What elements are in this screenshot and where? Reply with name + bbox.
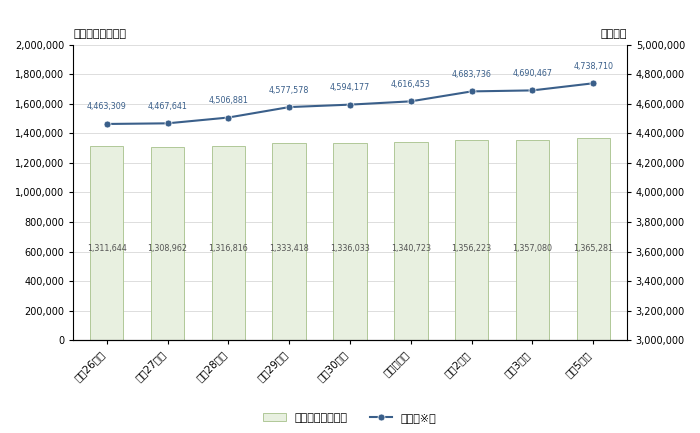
総額（※） bbox=[589, 81, 598, 86]
Text: 4,594,177: 4,594,177 bbox=[330, 83, 370, 92]
総額（※） bbox=[163, 121, 172, 126]
Text: 総額：円: 総額：円 bbox=[600, 29, 626, 39]
Text: 4,506,881: 4,506,881 bbox=[209, 96, 248, 105]
Text: 1,311,644: 1,311,644 bbox=[87, 244, 127, 253]
Bar bbox=[333, 143, 367, 340]
Text: 4,690,467: 4,690,467 bbox=[512, 69, 552, 78]
Bar bbox=[272, 143, 306, 340]
総額（※） bbox=[346, 102, 354, 107]
総額（※） bbox=[224, 115, 232, 120]
Text: 1,316,816: 1,316,816 bbox=[209, 244, 248, 253]
Bar bbox=[394, 142, 428, 340]
Legend: 初年度学生納付金, 総額（※）: 初年度学生納付金, 総額（※） bbox=[259, 409, 441, 427]
Text: 4,616,453: 4,616,453 bbox=[391, 80, 430, 89]
Bar bbox=[516, 140, 550, 340]
Text: 1,336,033: 1,336,033 bbox=[330, 244, 370, 253]
Text: 1,365,281: 1,365,281 bbox=[573, 244, 613, 253]
総額（※） bbox=[285, 104, 293, 110]
Text: 4,463,309: 4,463,309 bbox=[87, 103, 127, 111]
Bar bbox=[211, 145, 245, 340]
Text: 4,577,578: 4,577,578 bbox=[269, 86, 309, 94]
Text: 初年度納入額：円: 初年度納入額：円 bbox=[74, 29, 126, 39]
Text: 4,738,710: 4,738,710 bbox=[573, 62, 613, 71]
Line: 総額（※）: 総額（※） bbox=[104, 80, 596, 127]
総額（※） bbox=[528, 88, 537, 93]
総額（※） bbox=[468, 89, 476, 94]
Bar bbox=[455, 140, 489, 340]
Bar bbox=[90, 146, 123, 340]
Text: 1,308,962: 1,308,962 bbox=[148, 244, 188, 253]
Text: 1,333,418: 1,333,418 bbox=[270, 244, 309, 253]
Text: 4,683,736: 4,683,736 bbox=[452, 70, 491, 79]
Bar bbox=[577, 139, 610, 340]
Text: 1,340,723: 1,340,723 bbox=[391, 244, 430, 253]
Text: 4,467,641: 4,467,641 bbox=[148, 102, 188, 111]
総額（※） bbox=[407, 99, 415, 104]
Text: 1,356,223: 1,356,223 bbox=[452, 244, 491, 253]
Text: 1,357,080: 1,357,080 bbox=[512, 244, 552, 253]
Bar bbox=[150, 147, 184, 340]
総額（※） bbox=[102, 121, 111, 126]
